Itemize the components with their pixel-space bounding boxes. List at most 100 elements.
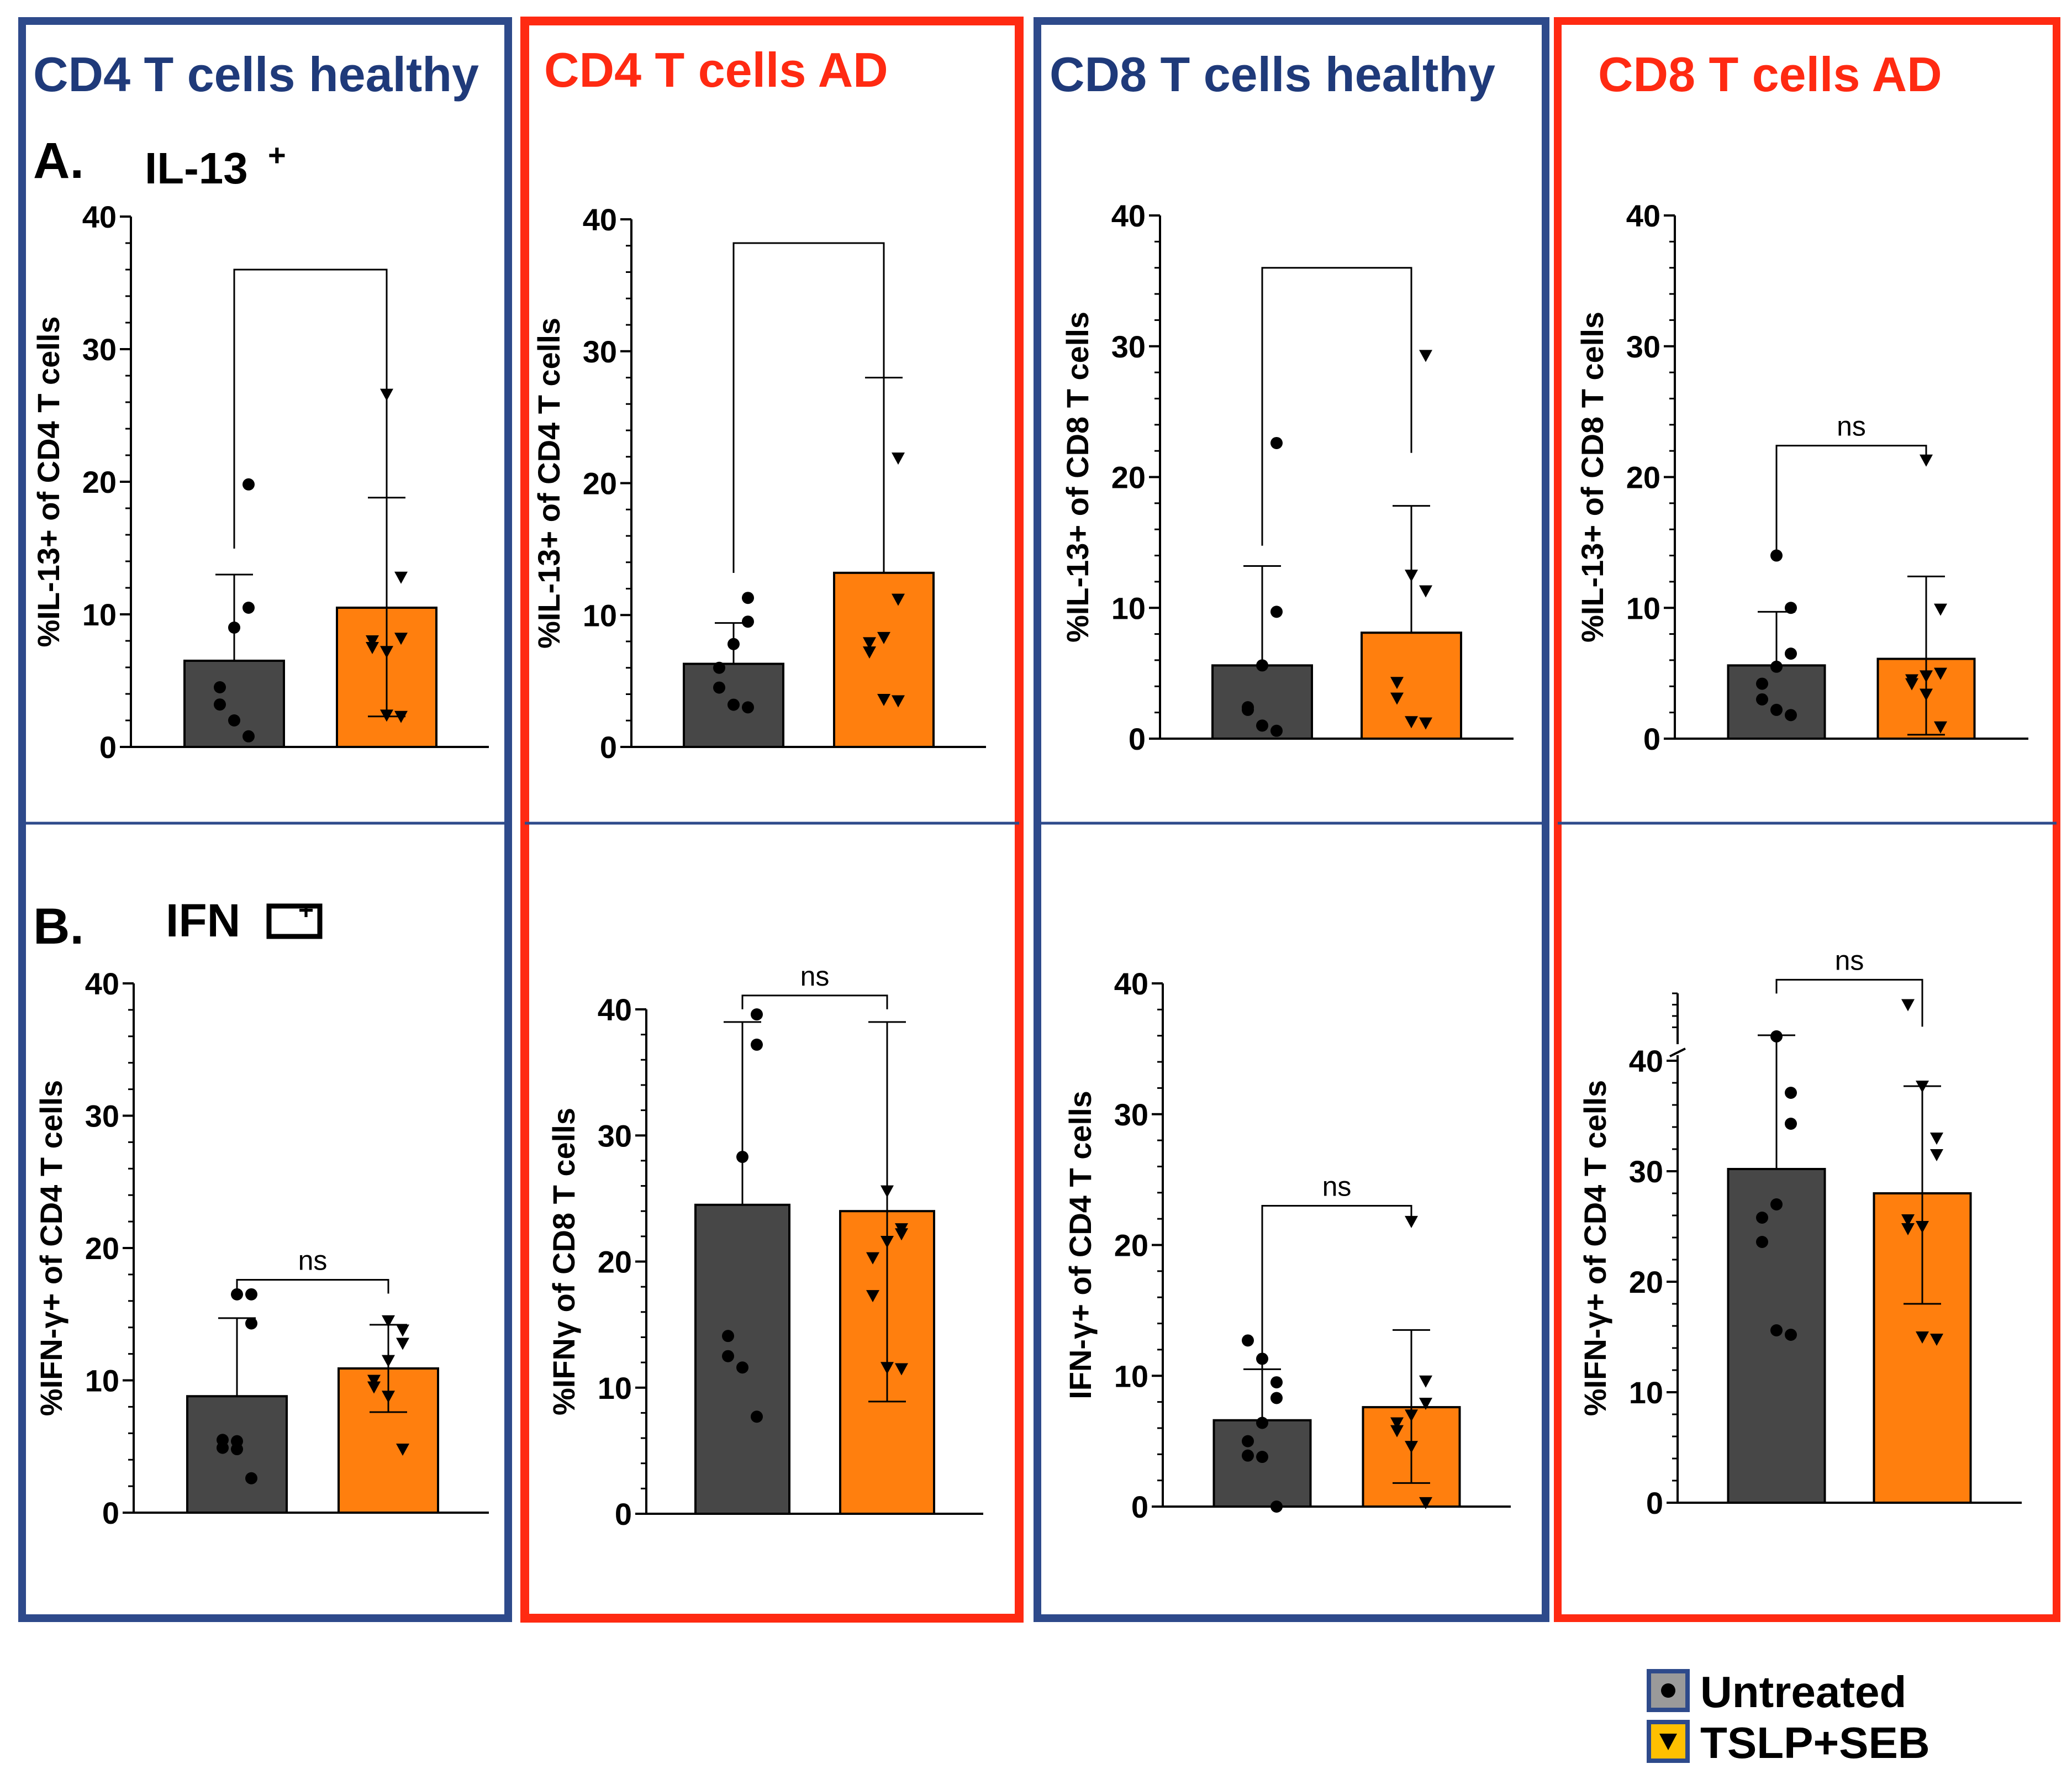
data-point-untreated (242, 730, 255, 743)
significance-label: ns (800, 961, 830, 992)
chart-A1: 0 10 20 30 40 %IL-13+ of CD4 T cells (31, 199, 489, 765)
column-title-cd4-healthy: CD4 T cells healthy (33, 47, 479, 102)
data-point-untreated (1256, 719, 1268, 732)
significance-label: ns (1322, 1171, 1352, 1202)
data-point-treated (394, 633, 408, 645)
y-tick-label: 10 (1111, 591, 1146, 625)
data-point-treated (1916, 1221, 1929, 1233)
data-point-untreated (1256, 659, 1268, 672)
data-point-treated (1419, 1375, 1432, 1388)
data-point-untreated (242, 478, 255, 491)
data-point-untreated (217, 1434, 229, 1446)
data-point-treated (1901, 1214, 1915, 1226)
data-point-treated (366, 635, 379, 647)
data-point-treated (892, 593, 905, 606)
data-point-untreated (1785, 647, 1797, 660)
data-point-treated (394, 571, 408, 584)
data-point-untreated (1785, 1087, 1797, 1099)
data-point-untreated (245, 1288, 257, 1301)
y-tick-label: 30 (1629, 1154, 1663, 1189)
data-point-untreated (722, 1330, 734, 1342)
data-point-untreated (214, 698, 226, 711)
significance-bracket (1261, 267, 1412, 546)
y-tick-label: 40 (1111, 198, 1146, 233)
frame-cd8-healthy (1034, 17, 1549, 1622)
y-tick-label: 20 (1111, 460, 1146, 495)
significance-bracket (236, 1278, 389, 1294)
data-point-untreated (1242, 1449, 1254, 1462)
y-tick-label: 30 (85, 1099, 119, 1134)
data-point-untreated (736, 1361, 748, 1374)
y-tick-label: 20 (583, 466, 617, 501)
charts: 0 10 20 30 40 %IL-13+ of CD4 T cells 0 10 20 30 40… (31, 198, 2028, 1531)
data-point-treated (892, 452, 905, 465)
y-axis-label: %IFN-γ+ of CD4 T cells (34, 1080, 68, 1416)
y-tick-label: 0 (99, 730, 117, 765)
data-point-untreated (1270, 606, 1283, 618)
data-point-untreated (1270, 1501, 1283, 1513)
data-point-untreated (1770, 1324, 1783, 1336)
y-tick-label: 40 (583, 202, 617, 237)
bar-untreated (694, 1203, 790, 1515)
y-tick-label: 10 (82, 597, 117, 632)
significance-bracket (1261, 1204, 1412, 1372)
data-point-untreated (1242, 701, 1254, 714)
y-axis-label: %IL-13+ of CD8 T cells (1575, 312, 1610, 643)
y-axis-label: %IL-13+ of CD4 T cells (31, 316, 66, 647)
data-point-untreated (1270, 1392, 1283, 1404)
data-point-treated (1934, 721, 1947, 734)
data-point-treated (863, 646, 876, 659)
data-point-untreated (1270, 436, 1283, 449)
legend-marker-circle-icon (1661, 1683, 1675, 1698)
data-point-treated (1920, 688, 1933, 701)
significance-bracket (233, 268, 388, 549)
data-point-treated (1930, 1133, 1943, 1145)
y-axis-label: IFN-γ+ of CD4 T cells (1063, 1091, 1098, 1399)
legend-item-treated: TSLP+SEB (1647, 1718, 1930, 1767)
data-point-untreated (245, 1317, 257, 1330)
row-letter-b: B. (33, 898, 84, 955)
data-point-treated (1419, 585, 1432, 598)
y-tick-label: 10 (583, 598, 617, 633)
data-point-untreated (245, 1472, 257, 1484)
data-point-treated (367, 1381, 381, 1394)
y-axis-label: %IL-13+ of CD8 T cells (1060, 312, 1095, 643)
chart-B1: 0 10 20 30 40 %IFN-γ+ of CD4 T cells ns (34, 966, 489, 1530)
data-point-treated (1405, 1409, 1418, 1422)
data-point-untreated (751, 1410, 763, 1423)
column-titles: CD4 T cells healthy CD4 T cells AD CD8 T… (33, 43, 1942, 102)
significance-bracket (732, 242, 885, 573)
chart-B2: 0 10 20 30 40 %IFNγ of CD8 T cells ns (546, 961, 983, 1531)
data-point-treated (1916, 1331, 1929, 1344)
y-tick-label: 10 (1629, 1375, 1663, 1410)
data-point-untreated (1256, 1417, 1268, 1429)
y-tick-label: 0 (615, 1497, 632, 1531)
data-point-treated (396, 1324, 409, 1337)
data-point-treated (396, 1444, 409, 1456)
data-point-untreated (242, 602, 255, 614)
data-point-treated (881, 1235, 894, 1248)
row-sup-b: + (298, 896, 314, 925)
data-point-untreated (1270, 1376, 1283, 1389)
data-point-untreated (742, 615, 754, 628)
data-point-untreated (1756, 677, 1768, 690)
chart-A2: 0 10 20 30 40 %IL-13+ of CD4 T cells (531, 202, 986, 765)
data-point-untreated (1785, 709, 1797, 722)
data-point-treated (1419, 717, 1432, 730)
y-tick-label: 20 (82, 465, 117, 499)
y-tick-label: 10 (598, 1371, 632, 1405)
y-tick-label: 20 (1629, 1265, 1663, 1299)
y-tick-label: 30 (583, 334, 617, 369)
frame-cd8-ad (1554, 17, 2060, 1622)
legend-marker-triangle-icon (1659, 1734, 1677, 1750)
data-point-untreated (231, 1435, 243, 1447)
data-point-treated (881, 1362, 894, 1375)
data-point-untreated (742, 592, 754, 604)
y-tick-label: 20 (85, 1231, 119, 1266)
data-point-treated (1405, 1215, 1418, 1228)
data-point-treated (382, 1355, 395, 1367)
row-label-a: A. IL-13 + (33, 133, 286, 193)
data-point-untreated (1756, 1212, 1768, 1224)
data-point-treated (1934, 603, 1947, 616)
